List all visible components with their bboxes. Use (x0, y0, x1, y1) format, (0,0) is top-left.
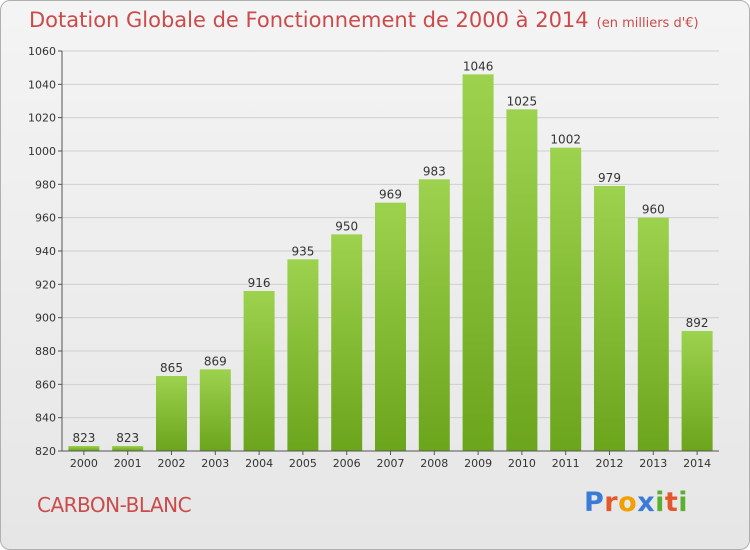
y-tick-label: 860 (35, 378, 56, 391)
y-tick-label: 920 (35, 278, 56, 291)
x-tick-label-2004: 2004 (245, 457, 273, 470)
bar-2008 (418, 179, 450, 452)
data-label-2003: 869 (204, 354, 227, 368)
x-tick-label-2006: 2006 (333, 457, 361, 470)
y-tick-label: 960 (35, 212, 56, 225)
bar-2009 (462, 74, 494, 451)
x-tick-label-2001: 2001 (114, 457, 142, 470)
y-tick-label: 980 (35, 178, 56, 191)
title-unit: (en milliers d'€) (596, 16, 699, 31)
y-tick-label: 820 (35, 445, 56, 458)
x-tick-label-2014: 2014 (683, 457, 711, 470)
y-tick-label: 840 (35, 412, 56, 425)
data-label-2009: 1046 (463, 59, 494, 73)
x-tick-label-2007: 2007 (377, 457, 405, 470)
data-label-2010: 1025 (507, 94, 538, 108)
bar-2002 (156, 376, 187, 451)
bar-2001 (112, 446, 144, 451)
bar-2003 (199, 369, 231, 451)
x-tick-label-2011: 2011 (552, 457, 580, 470)
bar-2012 (594, 186, 625, 451)
bars: 823 823 865 869 916 935 950 969 983 1046 1025 1002 9… (68, 59, 713, 452)
bar-2006 (331, 234, 363, 451)
x-tick-label-2012: 2012 (596, 457, 624, 470)
data-label-2006: 950 (335, 219, 358, 233)
bar-2000 (68, 446, 100, 451)
data-label-2008: 983 (423, 164, 446, 178)
data-label-2001: 823 (116, 431, 139, 445)
bar-2004 (243, 291, 275, 451)
axes: 820 840 860 880 900 920 940 960 980 1000 1020 1040 1… (28, 45, 719, 470)
y-tick-label: 1000 (28, 145, 56, 158)
bar-2014 (681, 331, 713, 451)
chart-title: Dotation Globale de Fonctionnement de 20… (29, 8, 699, 32)
bar-2005 (287, 259, 319, 451)
city-name: CARBON-BLANC (37, 493, 192, 517)
title-text: Dotation Globale de Fonctionnement de 20… (29, 8, 589, 32)
data-label-2012: 979 (598, 171, 621, 185)
x-tick-label-2013: 2013 (639, 457, 667, 470)
data-label-2005: 935 (291, 244, 314, 258)
data-label-2000: 823 (72, 431, 95, 445)
data-label-2004: 916 (248, 276, 271, 290)
x-tick-label-2008: 2008 (420, 457, 448, 470)
data-label-2011: 1002 (550, 133, 581, 147)
y-tick-label: 1020 (28, 112, 56, 125)
bar-2007 (375, 202, 406, 451)
x-tick-label-2000: 2000 (70, 457, 98, 470)
data-label-2007: 969 (379, 188, 402, 202)
data-label-2014: 892 (686, 316, 709, 330)
x-tick-label-2005: 2005 (289, 457, 317, 470)
bar-2010 (506, 109, 538, 451)
y-tick-label: 1040 (28, 78, 56, 91)
bar-2013 (637, 217, 669, 451)
x-tick-label-2010: 2010 (508, 457, 536, 470)
y-tick-label: 1060 (28, 45, 56, 58)
data-label-2013: 960 (642, 203, 665, 217)
x-tick-label-2002: 2002 (158, 457, 186, 470)
x-tick-label-2003: 2003 (201, 457, 229, 470)
data-label-2002: 865 (160, 361, 183, 375)
bar-2011 (550, 147, 582, 451)
proxiti-logo: Proxiti (584, 487, 689, 518)
y-tick-label: 900 (35, 312, 56, 325)
y-tick-label: 940 (35, 245, 56, 258)
x-tick-label-2009: 2009 (464, 457, 492, 470)
y-tick-label: 880 (35, 345, 56, 358)
